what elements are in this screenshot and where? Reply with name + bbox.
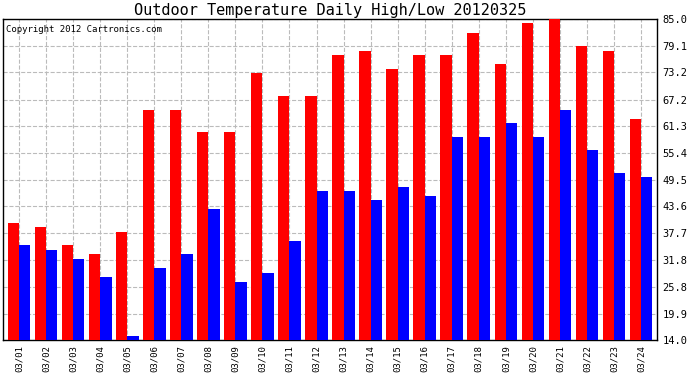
Bar (397, 186, 409, 340)
Bar (181, 255, 193, 340)
Bar (8, 223, 19, 340)
Bar (425, 196, 436, 340)
Bar (61, 245, 73, 340)
Bar (100, 277, 112, 340)
Bar (143, 110, 155, 340)
Bar (452, 137, 463, 340)
Bar (290, 241, 301, 340)
Bar (34, 227, 46, 340)
Bar (89, 255, 100, 340)
Title: Outdoor Temperature Daily High/Low 20120325: Outdoor Temperature Daily High/Low 20120… (134, 3, 526, 18)
Bar (197, 132, 208, 340)
Bar (413, 55, 425, 340)
Bar (495, 64, 506, 340)
Bar (560, 110, 571, 340)
Text: Copyright 2012 Cartronics.com: Copyright 2012 Cartronics.com (6, 26, 162, 34)
Bar (46, 250, 57, 340)
Bar (344, 191, 355, 340)
Bar (155, 268, 166, 340)
Bar (468, 33, 479, 340)
Bar (440, 55, 452, 340)
Bar (533, 137, 544, 340)
Bar (630, 118, 641, 340)
Bar (170, 110, 181, 340)
Bar (251, 73, 262, 341)
Bar (262, 273, 274, 340)
Bar (371, 200, 382, 340)
Bar (549, 19, 560, 340)
Bar (235, 282, 247, 340)
Bar (522, 24, 533, 340)
Bar (305, 96, 317, 340)
Bar (575, 46, 587, 340)
Bar (506, 123, 518, 340)
Bar (386, 69, 397, 341)
Bar (19, 245, 30, 340)
Bar (116, 232, 127, 340)
Bar (479, 137, 490, 340)
Bar (73, 259, 84, 340)
Bar (127, 336, 139, 340)
Bar (317, 191, 328, 340)
Bar (208, 209, 219, 340)
Bar (603, 51, 614, 340)
Bar (359, 51, 371, 340)
Bar (641, 177, 653, 340)
Bar (224, 132, 235, 340)
Bar (614, 173, 625, 340)
Bar (332, 55, 344, 340)
Bar (278, 96, 290, 340)
Bar (587, 150, 598, 340)
